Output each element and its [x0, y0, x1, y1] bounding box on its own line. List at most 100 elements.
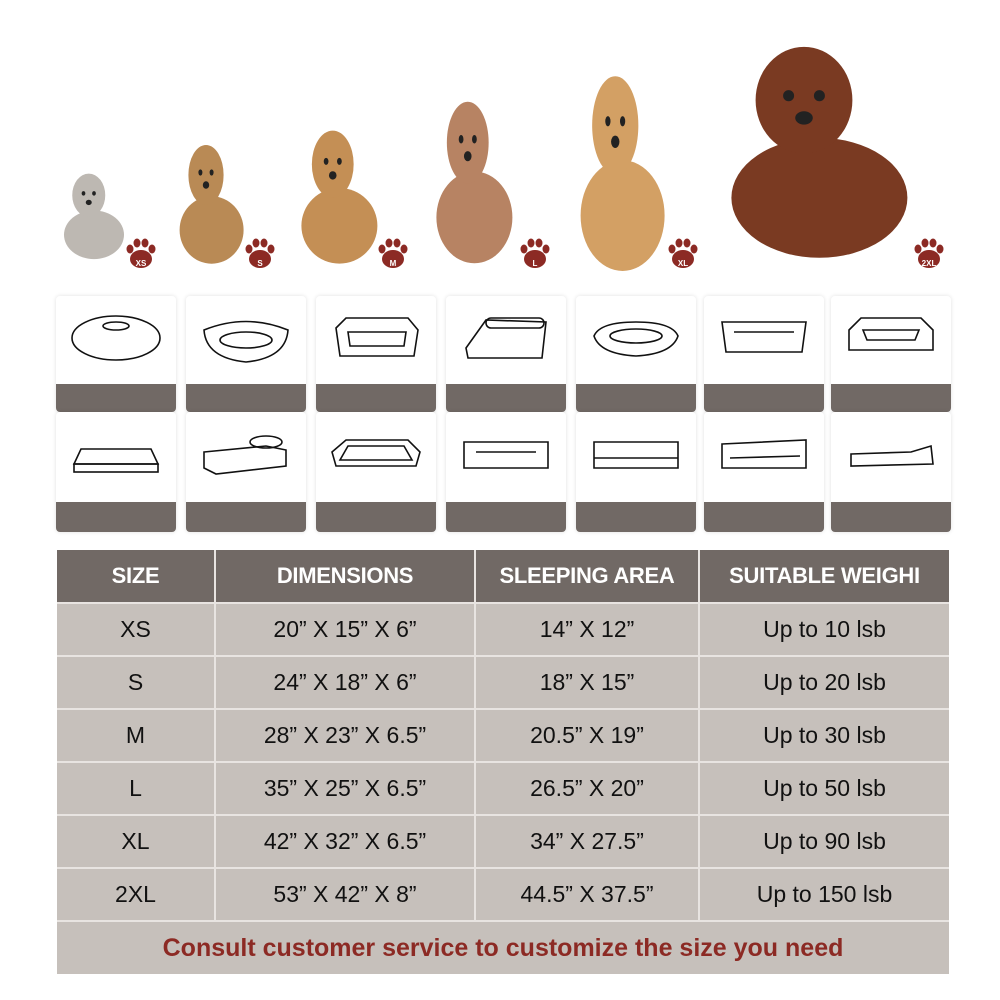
card-footer-bar: [316, 384, 436, 412]
cell-dimensions: 24” X 18” X 6”: [215, 655, 476, 709]
card-footer-bar: [446, 502, 566, 532]
cell-size: L: [57, 761, 216, 815]
bed-style-card: [186, 412, 306, 532]
paw-icon: [914, 238, 944, 268]
card-footer-bar: [56, 502, 176, 532]
cell-size: XL: [57, 814, 216, 868]
bed-outline-icon: [331, 439, 421, 467]
bed-style-card: [576, 412, 696, 532]
table-row: M 28” X 23” X 6.5” 20.5” X 19” Up to 30 lsb: [57, 708, 949, 762]
table-row: S 24” X 18” X 6” 18” X 15” Up to 20 lsb: [57, 655, 949, 709]
paw-size-label: L: [532, 259, 538, 268]
header-weight: SUITABLE WEIGHI: [699, 550, 949, 603]
table-header-row: SIZE DIMENSIONS SLEEPING AREA SUITABLE W…: [57, 550, 949, 603]
table-row: L 35” X 25” X 6.5” 26.5” X 20” Up to 50 lsb: [57, 761, 949, 815]
table-row: XL 42” X 32” X 6.5” 34” X 27.5” Up to 90 ls…: [57, 814, 949, 868]
pet-photo: [568, 68, 673, 273]
bed-style-card: [56, 412, 176, 532]
cell-size: M: [57, 708, 216, 762]
cell-size: S: [57, 655, 216, 709]
cell-dimensions: 20” X 15” X 6”: [215, 602, 476, 656]
paw-size-label: M: [389, 259, 397, 268]
bed-outline-icon: [203, 320, 289, 363]
cell-size: 2XL: [57, 867, 216, 921]
bed-outline-icon: [721, 439, 807, 469]
paw-icon: [520, 238, 550, 268]
bed-style-card: [316, 412, 436, 532]
bed-style-card: [831, 412, 951, 532]
bed-outline-icon: [848, 317, 934, 351]
cell-sleeping-area: 26.5” X 20”: [475, 761, 700, 815]
header-sleeping-area: SLEEPING AREA: [475, 550, 700, 603]
bed-outline-icon: [463, 441, 549, 469]
bed-style-card: [186, 296, 306, 412]
card-footer-bar: [576, 384, 696, 412]
cell-size: XS: [57, 602, 216, 656]
cell-weight: Up to 150 lsb: [699, 867, 949, 921]
card-footer-bar: [316, 502, 436, 532]
bed-outline-icon: [593, 441, 679, 469]
size-table: SIZE DIMENSIONS SLEEPING AREA SUITABLE W…: [57, 550, 949, 974]
paw-size-label: XL: [677, 259, 689, 268]
bed-outline-icon: [593, 321, 679, 357]
card-footer-bar: [576, 502, 696, 532]
cell-weight: Up to 50 lsb: [699, 761, 949, 815]
bed-style-card: [831, 296, 951, 412]
bed-style-card: [576, 296, 696, 412]
pet-photo: [425, 95, 520, 265]
bed-outline-icon: [850, 444, 934, 467]
bed-style-card: [446, 412, 566, 532]
card-footer-bar: [446, 384, 566, 412]
paw-size-badge: S: [243, 236, 277, 270]
bed-outline-icon: [721, 321, 807, 353]
paw-size-label: 2XL: [921, 259, 937, 268]
paw-icon: [245, 238, 275, 268]
header-dimensions: DIMENSIONS: [215, 550, 476, 603]
paw-size-badge: XS: [124, 236, 158, 270]
cell-sleeping-area: 44.5” X 37.5”: [475, 867, 700, 921]
bed-style-card: [316, 296, 436, 412]
card-footer-bar: [186, 384, 306, 412]
cell-weight: Up to 90 lsb: [699, 814, 949, 868]
bed-outline-icon: [71, 315, 161, 361]
card-footer-bar: [56, 384, 176, 412]
cell-weight: Up to 20 lsb: [699, 655, 949, 709]
cell-sleeping-area: 20.5” X 19”: [475, 708, 700, 762]
pet-photo: [290, 125, 385, 265]
pet-photo: [705, 38, 925, 260]
card-footer-bar: [831, 384, 951, 412]
pet-photo: [55, 170, 130, 260]
cell-dimensions: 28” X 23” X 6.5”: [215, 708, 476, 762]
cell-weight: Up to 30 lsb: [699, 708, 949, 762]
paw-size-label: S: [257, 259, 263, 268]
cell-dimensions: 35” X 25” X 6.5”: [215, 761, 476, 815]
cell-sleeping-area: 14” X 12”: [475, 602, 700, 656]
header-size: SIZE: [57, 550, 216, 603]
paw-icon: [378, 238, 408, 268]
card-footer-bar: [704, 384, 824, 412]
bed-outline-icon: [72, 448, 160, 473]
paw-icon: [668, 238, 698, 268]
cell-weight: Up to 10 lsb: [699, 602, 949, 656]
cell-sleeping-area: 34” X 27.5”: [475, 814, 700, 868]
bed-style-card: [704, 296, 824, 412]
table-row: XS 20” X 15” X 6” 14” X 12” Up to 10 lsb: [57, 602, 949, 656]
bed-style-card: [56, 296, 176, 412]
bed-outline-icon: [465, 317, 547, 359]
bed-outline-icon: [203, 435, 287, 475]
bed-outline-icon: [335, 317, 419, 357]
paw-size-badge: M: [376, 236, 410, 270]
paw-size-badge: L: [518, 236, 552, 270]
paw-size-label: XS: [135, 259, 147, 268]
paw-size-badge: XL: [666, 236, 700, 270]
customize-note: Consult customer service to customize th…: [57, 920, 949, 974]
cell-dimensions: 42” X 32” X 6.5”: [215, 814, 476, 868]
bed-style-card: [704, 412, 824, 532]
bed-style-card: [446, 296, 566, 412]
card-footer-bar: [186, 502, 306, 532]
card-footer-bar: [704, 502, 824, 532]
cell-sleeping-area: 18” X 15”: [475, 655, 700, 709]
pet-photo: [170, 140, 250, 265]
paw-icon: [126, 238, 156, 268]
